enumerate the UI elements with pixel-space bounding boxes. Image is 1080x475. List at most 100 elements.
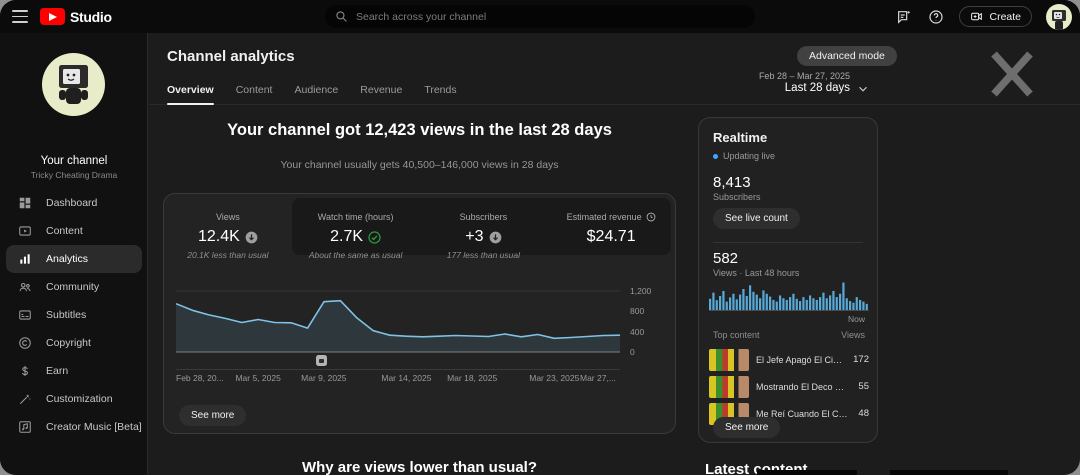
trend-down-icon (245, 231, 258, 244)
now-label: Now (848, 314, 865, 324)
analytics-overview-card: Views 12.4K 20.1K less than usualWatch t… (163, 193, 676, 434)
search-icon (335, 10, 348, 23)
video-title: El Jefe Apagó El Cigarro En... (756, 355, 846, 365)
chevron-down-icon[interactable] (856, 82, 870, 101)
sidebar-item-customization[interactable]: Customization (6, 385, 142, 413)
sidebar-item-label: Earn (46, 365, 68, 377)
y-axis-tick: 1,200 (630, 286, 651, 296)
sidebar-item-analytics[interactable]: Analytics (6, 245, 142, 273)
sidebar-item-label: Content (46, 225, 83, 237)
your-channel-label: Your channel (0, 155, 148, 167)
tab-content[interactable]: Content (236, 84, 273, 105)
channel-name: Tricky Cheating Drama (0, 170, 148, 180)
page-title: Channel analytics (167, 48, 295, 65)
studio-logo[interactable]: Studio (40, 8, 112, 25)
advanced-mode-button[interactable]: Advanced mode (797, 46, 897, 66)
video-thumbnail (709, 349, 749, 371)
top-content-row[interactable]: El Jefe Apagó El Cigarro En... 172 (709, 346, 869, 373)
top-content-label: Top content (713, 330, 760, 340)
date-preset-selector[interactable]: Last 28 days (700, 82, 850, 94)
chart-x-axis-line (176, 369, 620, 370)
dashboard-icon (18, 196, 32, 210)
menu-icon[interactable] (12, 10, 28, 23)
sidebar-item-subtitles[interactable]: Subtitles (6, 301, 142, 329)
sidebar: Your channel Tricky Cheating Drama Dashb… (0, 33, 148, 475)
tab-revenue[interactable]: Revenue (360, 84, 402, 105)
community-icon (18, 280, 32, 294)
feedback-icon[interactable] (895, 8, 913, 26)
tab-trends[interactable]: Trends (424, 84, 456, 105)
video-title: Mostrando El Deco Medio A ... (756, 382, 851, 392)
metric-views[interactable]: Views 12.4K 20.1K less than usual (164, 194, 292, 255)
top-content-row[interactable]: Mostrando El Deco Medio A ... 55 (709, 373, 869, 400)
tab-overview[interactable]: Overview (167, 84, 214, 105)
search-input[interactable] (356, 11, 745, 23)
video-upload-marker[interactable] (316, 355, 327, 366)
topbar: Studio Create (0, 0, 1080, 33)
see-live-count-button[interactable]: See live count (713, 208, 800, 229)
content-icon (18, 224, 32, 238)
latest-content-thumb-sliver (890, 470, 1008, 475)
top-content-list: El Jefe Apagó El Cigarro En... 172 Mostr… (709, 346, 869, 427)
youtube-play-icon (40, 8, 65, 25)
metric-subscribers[interactable]: Subscribers +3 177 less than usual (420, 194, 548, 255)
sidebar-item-copyright[interactable]: Copyright (6, 329, 142, 357)
realtime-title: Realtime (713, 130, 767, 145)
metric-value: 2.7K (292, 228, 420, 246)
metric-watch-time-hours[interactable]: Watch time (hours) 2.7K About the same a… (292, 194, 420, 255)
clock-icon (646, 212, 656, 222)
search-bar[interactable] (325, 5, 755, 28)
metric-label: Watch time (hours) (318, 212, 394, 222)
channel-avatar[interactable] (42, 53, 105, 116)
metric-label: Estimated revenue (567, 212, 656, 222)
metric-estimated-revenue[interactable]: Estimated revenue $24.71 (547, 194, 675, 255)
sidebar-item-label: Subtitles (46, 309, 86, 321)
help-icon[interactable] (927, 8, 945, 26)
views-column-label: Views (841, 330, 865, 340)
metrics-row: Views 12.4K 20.1K less than usualWatch t… (164, 194, 675, 255)
earn-icon (18, 364, 32, 378)
realtime-views-label: Views · Last 48 hours (713, 268, 799, 278)
y-axis-tick: 800 (630, 306, 644, 316)
video-views: 48 (858, 408, 869, 419)
sidebar-item-label: Creator Music [Beta] (46, 421, 142, 433)
account-avatar[interactable] (1046, 4, 1072, 30)
close-icon[interactable] (983, 46, 1041, 102)
sidebar-nav: Dashboard Content Analytics Community Su… (0, 189, 148, 441)
date-range: Feb 28 – Mar 27, 2025 (700, 71, 850, 81)
sidebar-item-dashboard[interactable]: Dashboard (6, 189, 142, 217)
sidebar-item-earn[interactable]: Earn (6, 357, 142, 385)
sidebar-item-label: Copyright (46, 337, 91, 349)
see-more-button[interactable]: See more (179, 405, 246, 426)
trend-same-icon (368, 231, 381, 244)
x-axis-tick: Mar 27,... (580, 373, 616, 383)
analytics-icon (18, 252, 32, 266)
views-line-chart[interactable] (176, 289, 620, 354)
metric-note: 177 less than usual (420, 250, 548, 260)
x-axis-tick: Mar 23, 2025 (529, 373, 579, 383)
realtime-bar-chart[interactable] (709, 281, 869, 311)
video-views: 172 (853, 354, 869, 365)
lower-views-question: Why are views lower than usual? (163, 459, 676, 475)
metric-note: About the same as usual (292, 250, 420, 260)
sidebar-item-label: Customization (46, 393, 113, 405)
sidebar-item-content[interactable]: Content (6, 217, 142, 245)
metric-value: +3 (420, 228, 548, 246)
realtime-see-more-button[interactable]: See more (713, 417, 780, 438)
latest-content-thumb-sliver (757, 470, 857, 475)
sidebar-item-community[interactable]: Community (6, 273, 142, 301)
realtime-views-value: 582 (713, 250, 738, 267)
sidebar-item-label: Analytics (46, 253, 88, 265)
sidebar-item-creator-music[interactable]: Creator Music [Beta] (6, 413, 142, 441)
y-axis-tick: 0 (630, 347, 635, 357)
metric-label: Views (216, 212, 240, 222)
create-button[interactable]: Create (959, 6, 1032, 27)
tab-audience[interactable]: Audience (294, 84, 338, 105)
views-subline: Your channel usually gets 40,500–146,000… (163, 159, 676, 171)
x-axis-tick: Mar 9, 2025 (301, 373, 346, 383)
copyright-icon (18, 336, 32, 350)
realtime-subscribers-label: Subscribers (713, 192, 761, 202)
video-thumbnail (709, 376, 749, 398)
realtime-card: Realtime Updating live 8,413 Subscribers… (698, 117, 878, 443)
trend-down-icon (489, 231, 502, 244)
